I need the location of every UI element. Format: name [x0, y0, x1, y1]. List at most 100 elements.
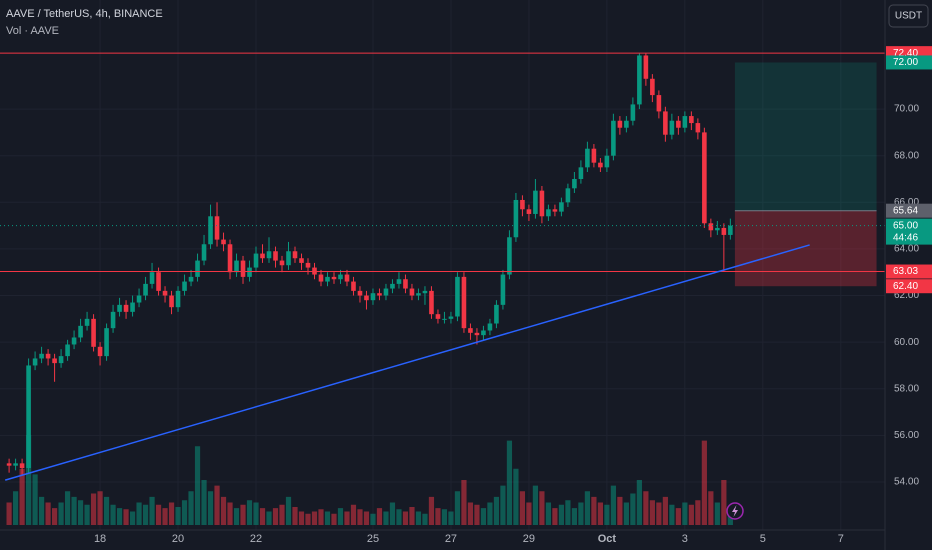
- candle-body: [663, 111, 668, 135]
- candle-body: [318, 274, 324, 282]
- volume-bar: [441, 509, 448, 525]
- volume-bar: [454, 491, 461, 525]
- volume-bar: [389, 502, 396, 525]
- candle-body: [598, 162, 603, 168]
- volume-bar: [64, 491, 71, 525]
- candle-body: [351, 281, 356, 291]
- candle-body: [71, 337, 77, 345]
- countdown-label: 44:46: [893, 232, 918, 243]
- candle-body: [292, 251, 298, 259]
- candle-body: [429, 290, 434, 315]
- volume-bar: [149, 496, 155, 525]
- volume-bar: [415, 511, 422, 525]
- candle-body: [286, 251, 291, 266]
- candle-body: [45, 353, 51, 359]
- candle-body: [344, 274, 350, 282]
- y-tick-label: 60.00: [894, 337, 919, 348]
- position-tool[interactable]: [734, 62, 877, 287]
- candle-body: [130, 302, 135, 312]
- price-label-bg: [886, 218, 932, 245]
- candle-body: [26, 365, 31, 469]
- chart-title: AAVE / TetherUS, 4h, BINANCE: [6, 8, 163, 20]
- volume-bar: [279, 504, 285, 525]
- volume-bar: [669, 504, 675, 525]
- candle-body: [448, 316, 454, 319]
- volume-bar: [32, 474, 38, 525]
- volume-bar: [396, 509, 402, 525]
- candle-body: [221, 239, 226, 245]
- volume-bar: [188, 491, 194, 525]
- candle-body: [526, 209, 532, 214]
- candle-body: [357, 290, 363, 296]
- grid: [0, 0, 885, 530]
- volume-bar: [350, 504, 357, 525]
- volume-bar: [58, 502, 64, 525]
- volume-bar: [493, 496, 500, 525]
- overlays: [0, 52, 885, 481]
- candle-body: [247, 267, 252, 277]
- candle-body: [52, 358, 57, 364]
- y-tick-label: 66.00: [894, 197, 919, 208]
- volume-bar: [565, 500, 571, 525]
- volume-bar: [578, 502, 584, 525]
- candle-body: [702, 132, 707, 224]
- volume-bar: [721, 480, 727, 525]
- volume-bar: [123, 509, 129, 525]
- price-label-bg: [886, 203, 932, 218]
- volume-bar: [292, 507, 298, 525]
- candle-body: [715, 227, 720, 231]
- candle-body: [552, 209, 558, 212]
- candle-body: [104, 328, 109, 357]
- y-tick-label: 56.00: [894, 430, 919, 441]
- candle-body: [208, 216, 213, 245]
- volume-bar: [363, 511, 370, 525]
- volume-bar: [422, 513, 428, 525]
- candle-body: [695, 123, 701, 133]
- candle-body: [110, 311, 116, 329]
- volume-bar: [428, 496, 435, 525]
- volume-bar: [194, 446, 201, 525]
- candle-body: [32, 358, 38, 366]
- candle-body: [136, 295, 142, 303]
- candle-body: [182, 281, 187, 291]
- currency-button[interactable]: [888, 4, 929, 28]
- volume-bar: [311, 511, 318, 525]
- volume-bar: [233, 508, 240, 525]
- volume-bar: [714, 502, 720, 525]
- volume-bar: [6, 502, 12, 525]
- candle-body: [500, 274, 506, 305]
- candle-body: [19, 463, 25, 469]
- volume-bar: [344, 511, 350, 525]
- candle-body: [91, 318, 96, 347]
- candle-body: [721, 227, 727, 235]
- candle-body: [325, 276, 330, 282]
- volume-bar: [305, 513, 311, 525]
- candle-body: [455, 276, 460, 317]
- volume-bar: [474, 504, 480, 525]
- indicator-label[interactable]: Vol · AAVE: [6, 25, 59, 37]
- volume-bar: [487, 502, 493, 525]
- price-label: 62.40: [893, 281, 918, 292]
- volume-bar: [539, 491, 545, 525]
- candle-body: [39, 353, 44, 359]
- x-tick-label: 25: [367, 533, 379, 545]
- volume-bar: [90, 493, 97, 525]
- volume-bar: [402, 511, 409, 525]
- trendline: [4, 244, 810, 481]
- volume-bar: [688, 504, 694, 525]
- candle-body: [188, 276, 194, 282]
- volume-bar: [376, 508, 383, 525]
- candle-body: [149, 272, 155, 284]
- x-tick-label: 27: [445, 533, 457, 545]
- alert-icon-bolt[interactable]: [732, 505, 738, 517]
- volume-bar: [84, 504, 90, 525]
- volume-bar: [253, 502, 259, 525]
- volume-bar: [19, 468, 25, 525]
- candle-body: [279, 260, 285, 266]
- volume-bar: [246, 500, 253, 525]
- price-label-bg: [886, 279, 932, 294]
- volume-bar: [662, 496, 668, 525]
- currency-button-label[interactable]: USDT: [895, 11, 922, 22]
- candle-body: [656, 95, 662, 112]
